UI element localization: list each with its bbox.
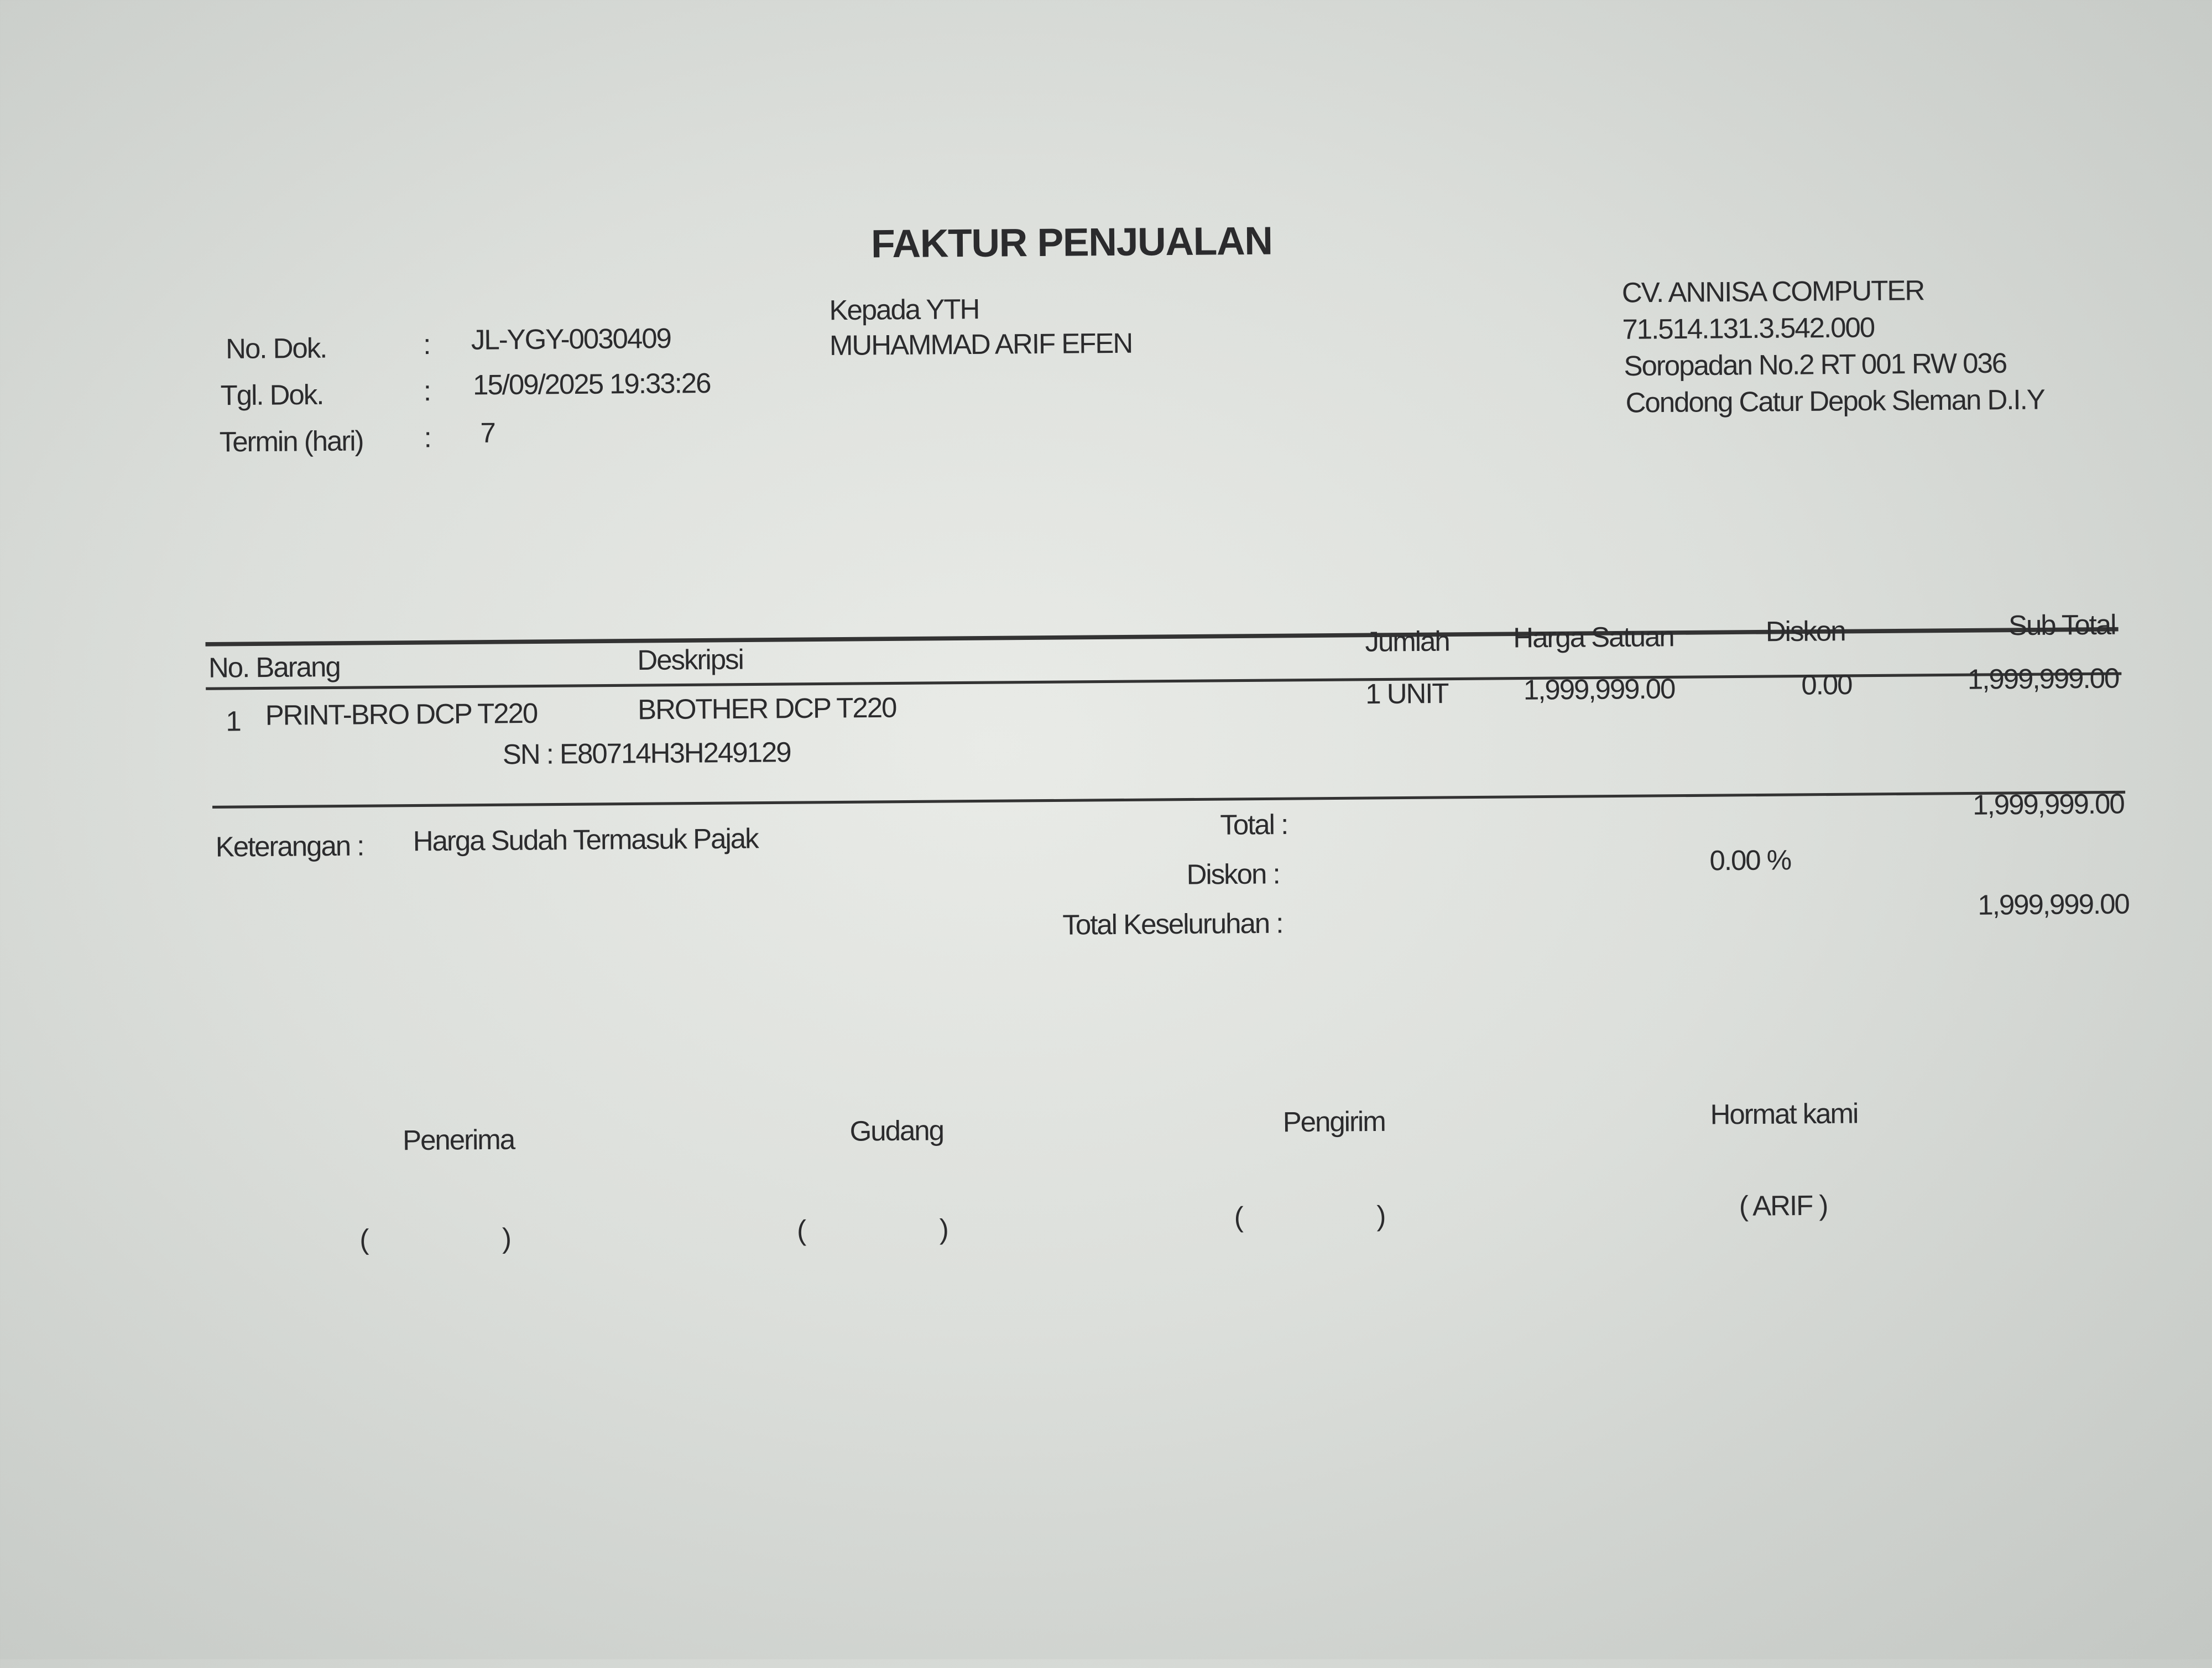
table-row: 1 PRINT-BRO DCP T220 BROTHER DCP T220 SN… [0,0,2206,771]
item-quantity: 1 UNIT [1365,679,1448,711]
item-description: BROTHER DCP T220 [637,693,896,727]
keterangan-value: Harga Sudah Termasuk Pajak [413,823,758,858]
company-name: CV. ANNISA COMPUTER [1621,275,1924,310]
header-deskripsi: Deskripsi [637,645,744,677]
item-unit-price: 1,999,999.00 [1523,674,1675,707]
signature-penerima-label: Penerima [402,1125,515,1157]
termin-label: Termin (hari) [219,426,363,459]
item-subtotal: 1,999,999.00 [1967,664,2119,696]
diskon-label: Diskon : [1186,859,1280,892]
colon: : [423,330,430,361]
colon: : [424,423,431,455]
header-diskon: Diskon [1765,616,1845,649]
termin-value: 7 [480,418,495,450]
row-number: 1 [226,706,241,738]
recipient-label: Kepada YTH [829,294,979,327]
signature-penerima-name: ( ) [359,1223,511,1257]
header-sub-total: Sub Total [2008,610,2116,642]
header-no-barang: No. Barang [208,652,340,685]
tgl-dok-label: Tgl. Dok. [220,380,324,413]
header-jumlah: Jumlah [1365,627,1449,659]
no-dok-value: JL-YGY-0030409 [471,324,671,357]
company-address-1: Soropadan No.2 RT 001 RW 036 [1624,348,2007,383]
no-dok-label: No. Dok. [225,333,327,366]
grand-total-label: Total Keseluruhan : [1062,909,1283,942]
colon: : [423,376,431,408]
signature-hormat-kami-label: Hormat kami [1710,1099,1858,1132]
item-serial-number: SN : E80714H3H249129 [502,737,791,772]
diskon-value: 0.00 % [1709,845,1791,878]
document-title: FAKTUR PENJUALAN [870,218,1273,266]
company-npwp: 71.514.131.3.542.000 [1622,312,1875,346]
table-bottom-rule [212,790,2126,809]
tgl-dok-value: 15/09/2025 19:33:26 [472,368,711,402]
keterangan-label: Keterangan : [215,831,364,864]
item-code: PRINT-BRO DCP T220 [265,699,538,732]
signature-hormat-kami-name: ( ARIF ) [1739,1191,1828,1223]
recipient-name: MUHAMMAD ARIF EFEN [829,329,1133,362]
grand-total-value: 1,999,999.00 [1978,889,2130,922]
item-discount: 0.00 [1801,670,1852,702]
total-label: Total : [1220,810,1288,842]
signature-gudang-name: ( ) [796,1214,948,1247]
total-value: 1,999,999.00 [1973,789,2124,822]
header-harga-satuan: Harga Satuan [1513,622,1674,655]
signature-pengirim-name: ( ) [1234,1201,1385,1234]
signature-pengirim-label: Pengirim [1282,1107,1385,1139]
company-address-2: Condong Catur Depok Sleman D.I.Y [1625,385,2044,420]
signature-gudang-label: Gudang [849,1116,944,1148]
